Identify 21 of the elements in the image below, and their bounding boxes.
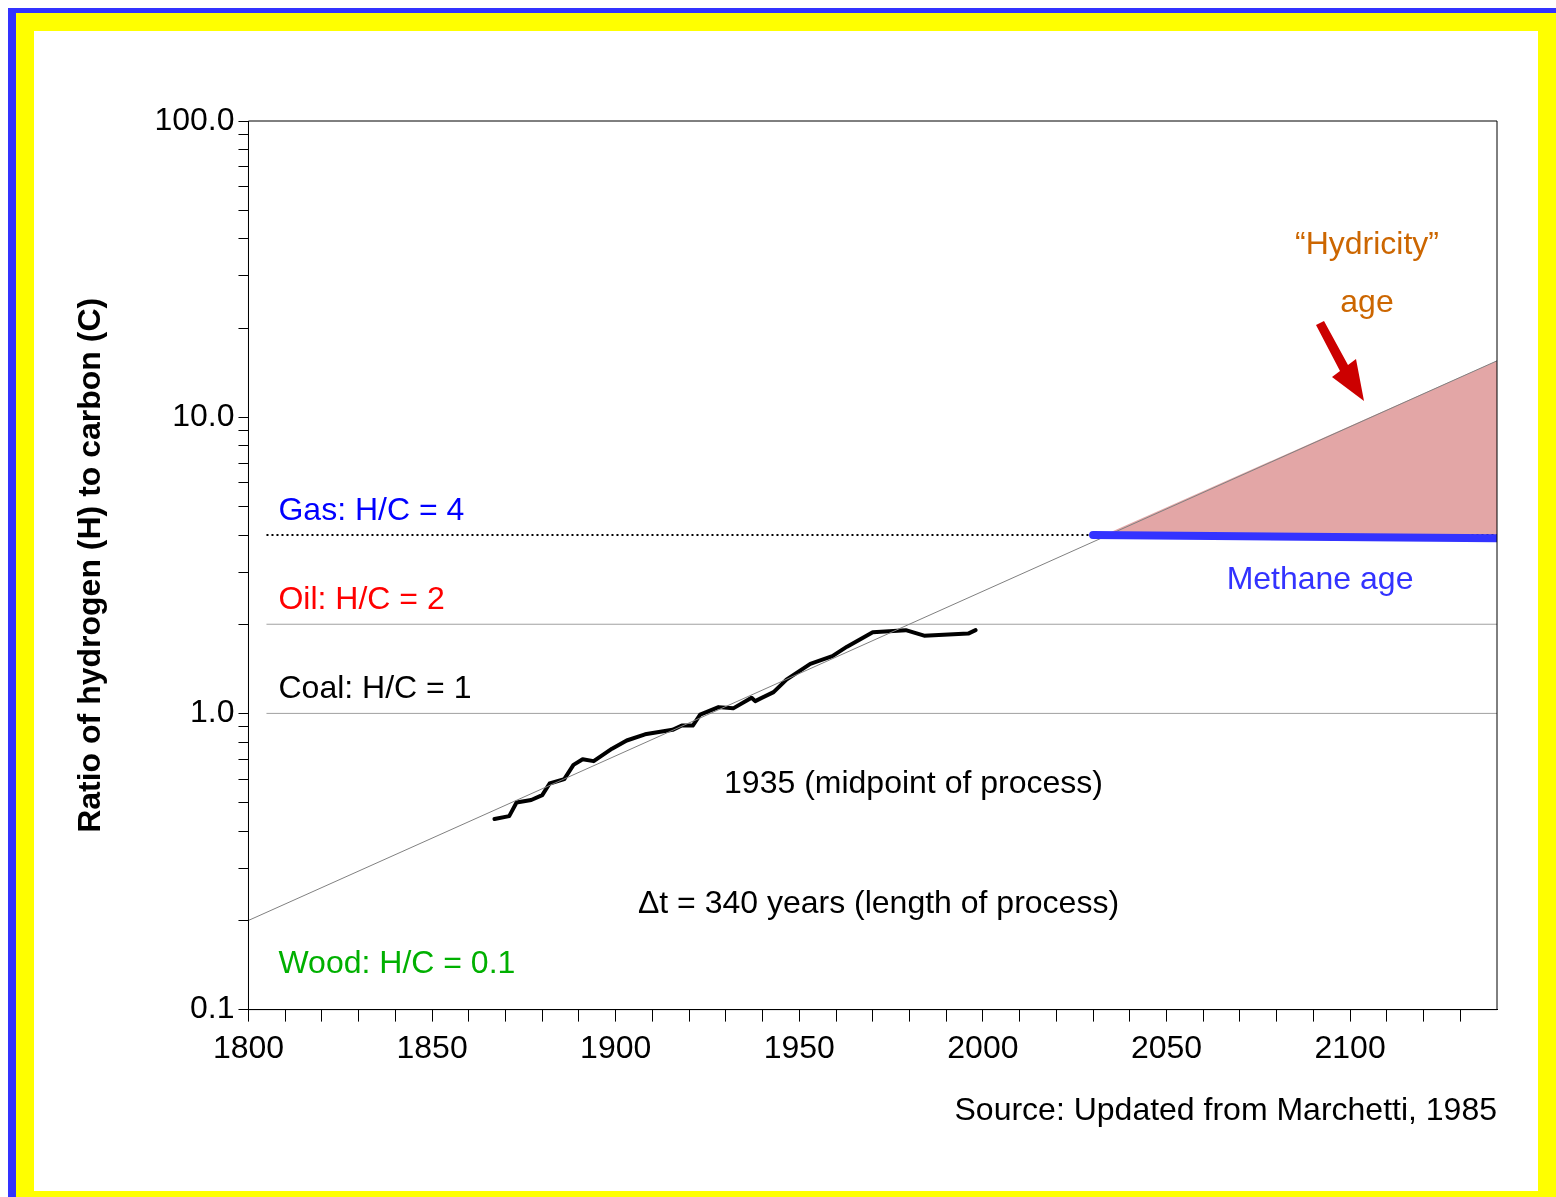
- y-axis-title: Ratio of hydrogen (H) to carbon (C): [71, 297, 108, 833]
- annotation: Δt = 340 years (length of process): [637, 883, 1120, 920]
- y-tick-label: 1.0: [189, 693, 235, 730]
- ref-line-label: Oil: H/C = 2: [278, 580, 445, 617]
- x-tick-label: 1900: [580, 1028, 652, 1065]
- x-tick-label: 2000: [947, 1028, 1019, 1065]
- y-tick-label: 0.1: [189, 989, 235, 1026]
- x-tick-label: 1850: [396, 1028, 468, 1065]
- x-tick-label: 1800: [212, 1028, 285, 1065]
- ref-line-label: Gas: H/C = 4: [278, 490, 465, 527]
- annotation: 1935 (midpoint of process): [724, 763, 1103, 800]
- series-label: “Hydricity” age: [1295, 224, 1439, 319]
- x-tick-label: 1950: [763, 1028, 835, 1065]
- y-tick-label: 100.0: [154, 100, 235, 137]
- annotation: Wood: H/C = 0.1: [278, 944, 516, 981]
- x-tick-label: 2050: [1130, 1028, 1203, 1065]
- y-tick-label: 10.0: [172, 397, 235, 434]
- ref-line-label: Coal: H/C = 1: [278, 669, 472, 706]
- x-tick-label: 2100: [1314, 1028, 1386, 1065]
- source-note: Source: Updated from Marchetti, 1985: [954, 1091, 1497, 1128]
- series-label: Methane age: [1226, 560, 1414, 597]
